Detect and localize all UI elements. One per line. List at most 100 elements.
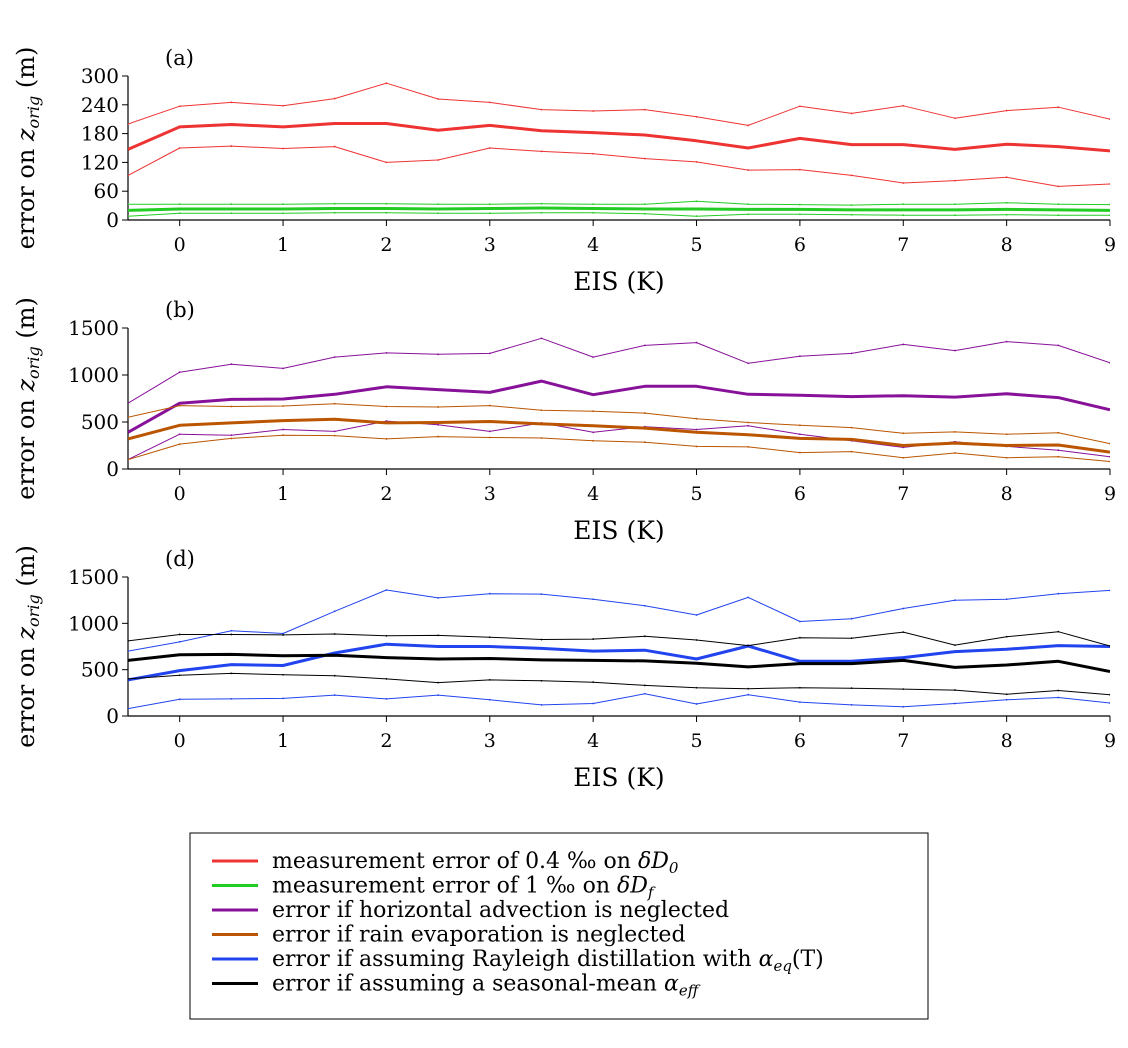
data-point [1057, 214, 1060, 217]
data-point [282, 697, 284, 700]
data-point [695, 686, 698, 689]
data-point [798, 213, 801, 216]
panel-2: 0 1 2 3 4 5 6 7 8 9 0 500 1000 1500 (d) EIS (K) error on… [12, 545, 1116, 792]
data-point [643, 412, 646, 414]
data-point [385, 405, 388, 408]
data-point [1057, 689, 1060, 692]
data-point [902, 214, 905, 217]
data-point [1005, 698, 1008, 701]
data-point [747, 596, 750, 599]
data-point [643, 692, 646, 695]
series-line-blue-lower [128, 693, 1110, 710]
data-point [850, 426, 853, 429]
series-line-purple-mean [128, 379, 1110, 434]
series-line-black-lower [128, 672, 1110, 696]
data-point [1005, 456, 1008, 459]
data-point [747, 644, 750, 647]
data-point [1109, 183, 1110, 185]
data-point [850, 687, 853, 690]
data-point [850, 450, 853, 453]
series-group [128, 82, 1110, 218]
data-point [488, 678, 491, 681]
data-point [798, 451, 801, 454]
data-point [850, 213, 853, 216]
data-point [178, 640, 181, 643]
y-tick-label: 120 [81, 150, 119, 174]
data-point [1109, 214, 1110, 217]
data-point [282, 634, 284, 636]
legend: measurement error of 0.4 ‰ on δD0measure… [189, 832, 929, 1020]
data-point [902, 456, 905, 459]
data-point [178, 371, 181, 374]
data-point [643, 441, 646, 444]
x-tick-label: 5 [690, 730, 702, 752]
data-point [128, 203, 129, 206]
x-tick-label: 6 [794, 730, 806, 752]
y-tick-label: 500 [81, 410, 119, 434]
data-point [128, 678, 129, 680]
data-point [850, 617, 853, 620]
data-point [798, 701, 801, 703]
data-point [798, 168, 801, 171]
data-point [695, 703, 698, 705]
data-point [592, 152, 595, 155]
data-point [902, 705, 905, 708]
data-point [540, 211, 543, 214]
legend-label-red: measurement error of 0.4 ‰ on δD0 [272, 849, 679, 877]
data-point [695, 161, 698, 163]
data-point [747, 687, 750, 690]
data-point [850, 174, 853, 177]
x-axis-label: EIS (K) [573, 763, 664, 792]
data-point [333, 674, 336, 677]
data-point [128, 416, 129, 419]
data-point [695, 639, 698, 641]
data-point [488, 698, 491, 701]
data-point [1109, 693, 1110, 696]
data-point [747, 124, 750, 127]
data-point [592, 110, 595, 112]
data-point [385, 211, 388, 214]
data-point [1005, 433, 1008, 436]
data-point [954, 179, 956, 182]
data-point [488, 101, 491, 104]
data-point [954, 689, 956, 691]
data-point [954, 599, 956, 602]
data-point [333, 145, 336, 148]
data-point [954, 644, 956, 647]
data-point [747, 446, 750, 448]
data-point [178, 404, 181, 407]
data-point [902, 182, 905, 184]
data-point [643, 344, 646, 347]
data-point [1057, 455, 1060, 458]
data-point [592, 702, 595, 705]
data-point [385, 202, 388, 205]
data-point [385, 697, 388, 700]
data-point [333, 694, 336, 697]
data-point [230, 672, 233, 675]
data-point [128, 650, 129, 653]
legend-label-purple: error if horizontal advection is neglect… [272, 898, 729, 923]
y-tick-label: 0 [106, 457, 119, 481]
y-axis-label: error on zorig (m) [12, 47, 43, 250]
data-point [282, 434, 284, 437]
data-point [333, 434, 336, 437]
series-line-orange-mean [128, 417, 1110, 454]
data-point [540, 337, 543, 340]
data-point [385, 678, 388, 680]
y-tick-label: 500 [81, 658, 119, 682]
legend-label-black: error if assuming a seasonal-mean αeff [272, 972, 701, 1000]
data-point [954, 702, 956, 705]
data-point [128, 123, 129, 125]
x-tick-label: 8 [1001, 483, 1013, 505]
data-point [437, 159, 440, 161]
data-point [902, 203, 905, 206]
data-point [333, 202, 336, 205]
data-point [1057, 106, 1060, 109]
data-point [282, 428, 284, 431]
series-line-green-upper [128, 200, 1110, 206]
data-point [592, 638, 595, 640]
data-point [850, 703, 853, 706]
data-point [850, 204, 853, 207]
data-point [695, 445, 698, 448]
data-point [178, 433, 181, 436]
